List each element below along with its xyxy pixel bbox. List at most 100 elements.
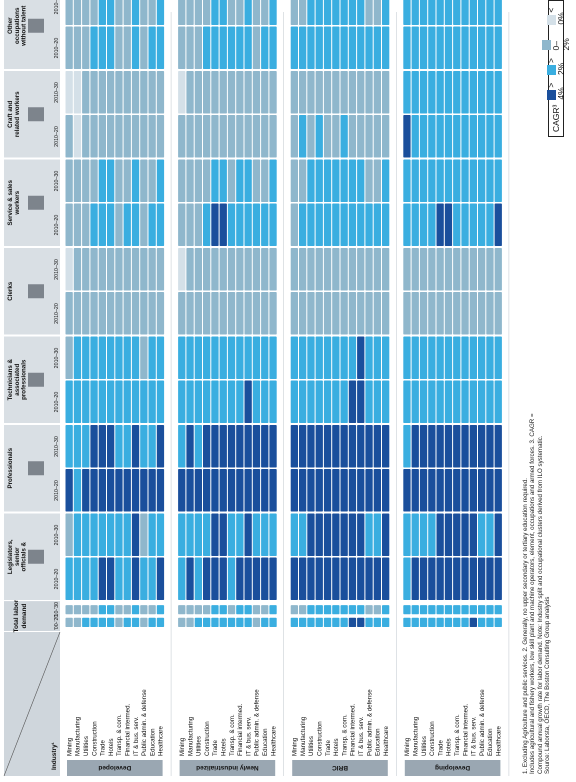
heatmap-cell xyxy=(461,469,469,512)
heatmap-cell xyxy=(365,292,373,335)
heatmap-cell xyxy=(453,605,461,615)
heatmap-cell xyxy=(357,557,365,600)
heatmap-cell xyxy=(332,336,340,379)
heatmap-cell xyxy=(261,115,269,158)
footnote-line: Source: Laborsta, OECD, The Boston Consu… xyxy=(544,596,552,774)
heatmap-cell xyxy=(299,248,307,291)
heatmap-cell xyxy=(178,71,186,114)
heatmap-cell xyxy=(486,425,494,468)
heatmap-cell xyxy=(107,617,115,627)
heatmap-cell xyxy=(269,0,277,25)
occupation-photo xyxy=(28,18,44,33)
heatmap-cell xyxy=(90,159,98,202)
heatmap-cell xyxy=(82,115,90,158)
heatmap-cell xyxy=(98,26,106,69)
heatmap-cell xyxy=(299,380,307,423)
heatmap-cell xyxy=(357,469,365,512)
heatmap-cell xyxy=(211,605,219,615)
heatmap-cell xyxy=(90,0,98,25)
heatmap-cell xyxy=(486,292,494,335)
industry-label: Mining xyxy=(404,737,411,756)
heatmap-cell xyxy=(365,469,373,512)
heatmap-cell xyxy=(227,605,236,615)
heatmap-cell xyxy=(453,203,461,246)
heatmap-cell xyxy=(203,557,211,600)
heatmap-cell xyxy=(227,292,236,335)
heatmap-cell xyxy=(290,115,299,158)
heatmap-cell xyxy=(219,71,227,114)
heatmap-cell xyxy=(90,513,98,556)
footnote-line: 1. Excluding Agriculture and public serv… xyxy=(522,477,529,774)
heatmap-cell xyxy=(382,115,390,158)
heatmap-cell xyxy=(107,425,115,468)
heatmap-cell xyxy=(315,380,323,423)
heatmap-cell xyxy=(107,336,115,379)
heatmap-cell xyxy=(411,26,419,69)
occupation-name: related workers xyxy=(14,91,21,137)
heatmap-cell xyxy=(269,26,277,69)
heatmap-cell xyxy=(82,425,90,468)
heatmap-cell xyxy=(211,0,219,25)
industry-label: Financial intermed. xyxy=(125,703,132,756)
heatmap-cell xyxy=(340,159,348,202)
heatmap-cell xyxy=(469,0,478,25)
heatmap-cell xyxy=(194,617,202,627)
heatmap-cell xyxy=(373,380,382,423)
heatmap-cell xyxy=(453,248,461,291)
heatmap-cell xyxy=(436,115,444,158)
heatmap-cell xyxy=(90,336,98,379)
heatmap-cell xyxy=(348,292,357,335)
occupation-photo xyxy=(28,107,44,122)
heatmap-cell xyxy=(403,469,411,512)
heatmap-cell xyxy=(299,115,307,158)
heatmap-cell xyxy=(307,513,315,556)
heatmap-cell xyxy=(244,203,252,246)
heatmap-cell xyxy=(290,0,299,25)
heatmap-cell xyxy=(323,159,332,202)
heatmap-cell xyxy=(82,336,90,379)
heatmap-cell xyxy=(156,605,165,615)
heatmap-cell xyxy=(373,203,382,246)
heatmap-cell xyxy=(332,159,340,202)
heatmap-cell xyxy=(436,513,444,556)
heatmap-cell xyxy=(236,513,244,556)
heatmap-cell xyxy=(194,605,202,615)
heatmap-cell xyxy=(469,71,478,114)
heatmap-cell xyxy=(453,336,461,379)
heatmap-cell xyxy=(269,159,277,202)
heatmap-cell xyxy=(486,248,494,291)
industry-label: Transp. & com. xyxy=(116,714,123,756)
heatmap-cell xyxy=(444,605,453,615)
heatmap-cell xyxy=(428,425,436,468)
heatmap-cell xyxy=(211,203,219,246)
heatmap-cell xyxy=(211,557,219,600)
heatmap-cell xyxy=(203,380,211,423)
heatmap-cell xyxy=(494,292,502,335)
heatmap-cell xyxy=(428,557,436,600)
heatmap-cell xyxy=(123,248,131,291)
heatmap-cell xyxy=(461,26,469,69)
heatmap-cell xyxy=(203,425,211,468)
heatmap-cell xyxy=(478,292,486,335)
heatmap-cell xyxy=(252,248,261,291)
heatmap-cell xyxy=(211,617,219,627)
heatmap-cell xyxy=(244,248,252,291)
heatmap-cell xyxy=(290,469,299,512)
heatmap-cell xyxy=(244,292,252,335)
heatmap-cell xyxy=(332,617,340,627)
heatmap-cell xyxy=(382,380,390,423)
period-label: 2010–30 xyxy=(54,259,60,280)
heatmap-cell xyxy=(115,557,123,600)
industry-label: Construction xyxy=(91,721,98,756)
heatmap-cell xyxy=(73,557,82,600)
heatmap-cell xyxy=(107,380,115,423)
heatmap-cell xyxy=(73,115,82,158)
heatmap-cell xyxy=(107,292,115,335)
heatmap-cell xyxy=(411,617,419,627)
heatmap-cell xyxy=(140,469,148,512)
period-label: 2010–30 xyxy=(54,436,60,457)
occupation-photo xyxy=(28,461,44,476)
heatmap-cell xyxy=(269,292,277,335)
heatmap-cell xyxy=(419,203,428,246)
